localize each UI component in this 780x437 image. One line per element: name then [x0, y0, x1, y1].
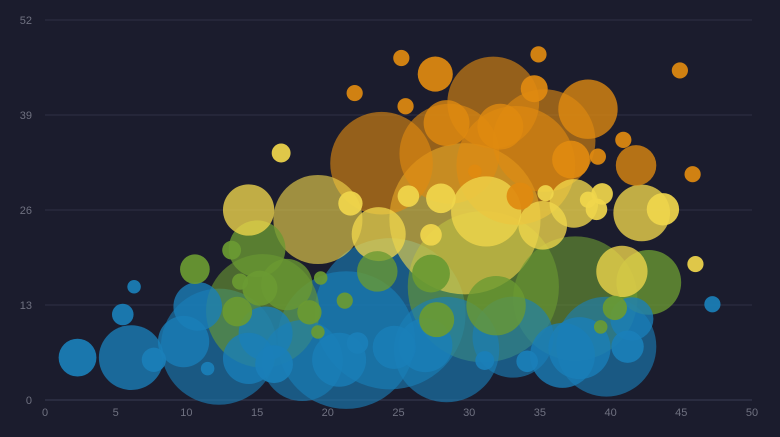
green-bubble[interactable] — [297, 300, 322, 325]
blue-bubble[interactable] — [127, 279, 141, 294]
orange-bubble[interactable] — [530, 46, 547, 63]
green-bubble[interactable] — [222, 240, 242, 260]
green-bubble[interactable] — [242, 270, 278, 306]
green-bubble[interactable] — [593, 320, 608, 334]
y-axis-tick-labels: 0 13 26 39 52 — [20, 15, 32, 407]
orange-bubble[interactable] — [506, 182, 534, 210]
x-tick-label: 15 — [251, 407, 263, 419]
yellow-bubble[interactable] — [420, 224, 442, 246]
x-tick-label: 0 — [42, 407, 48, 419]
orange-bubble[interactable] — [558, 79, 618, 139]
yellow-bubble[interactable] — [549, 179, 599, 228]
y-tick-label: 52 — [20, 15, 32, 27]
green-bubble[interactable] — [466, 276, 526, 336]
y-tick-label: 39 — [20, 110, 32, 122]
x-tick-label: 10 — [180, 407, 192, 419]
blue-bubble[interactable] — [611, 330, 644, 363]
green-bubble[interactable] — [336, 292, 353, 309]
y-tick-label: 0 — [26, 395, 32, 407]
blue-bubble[interactable] — [173, 282, 223, 331]
blue-bubble[interactable] — [516, 350, 538, 373]
orange-bubble[interactable] — [671, 62, 688, 79]
orange-bubble[interactable] — [417, 56, 453, 92]
orange-bubble[interactable] — [477, 103, 524, 150]
green-bubble[interactable] — [419, 302, 455, 338]
orange-bubble[interactable] — [393, 49, 410, 67]
blue-bubble[interactable] — [475, 351, 495, 370]
bubble-series — [58, 46, 721, 409]
blue-bubble[interactable] — [141, 347, 167, 372]
green-bubble[interactable] — [313, 271, 328, 285]
yellow-bubble[interactable] — [397, 185, 420, 207]
green-bubble[interactable] — [412, 254, 450, 293]
blue-bubble[interactable] — [58, 338, 97, 377]
blue-bubble[interactable] — [200, 361, 215, 376]
orange-bubble[interactable] — [589, 148, 606, 165]
green-bubble[interactable] — [311, 325, 325, 339]
orange-bubble[interactable] — [520, 75, 548, 103]
x-axis-tick-labels: 0 5 10 15 20 25 30 35 40 45 50 — [42, 407, 758, 419]
x-tick-label: 40 — [604, 407, 616, 419]
yellow-bubble[interactable] — [351, 207, 406, 262]
orange-bubble[interactable] — [684, 166, 701, 183]
x-tick-label: 20 — [322, 407, 334, 419]
yellow-bubble[interactable] — [451, 176, 522, 247]
yellow-bubble[interactable] — [596, 245, 648, 298]
green-bubble[interactable] — [222, 296, 253, 327]
orange-bubble[interactable] — [346, 84, 363, 102]
blue-bubble[interactable] — [372, 325, 416, 369]
yellow-bubble[interactable] — [687, 255, 704, 273]
yellow-bubble[interactable] — [271, 143, 291, 163]
yellow-bubble[interactable] — [338, 191, 363, 216]
blue-bubble[interactable] — [111, 303, 134, 326]
y-tick-label: 26 — [20, 205, 32, 217]
blue-bubble[interactable] — [346, 332, 369, 354]
yellow-bubble[interactable] — [426, 183, 456, 214]
blue-bubble[interactable] — [255, 345, 293, 384]
green-bubble[interactable] — [357, 251, 398, 292]
x-tick-label: 30 — [463, 407, 475, 419]
orange-bubble[interactable] — [615, 131, 632, 148]
x-tick-label: 50 — [746, 407, 758, 419]
green-bubble[interactable] — [180, 254, 210, 285]
yellow-bubble[interactable] — [537, 185, 554, 202]
green-bubble[interactable] — [232, 273, 249, 290]
orange-bubble[interactable] — [397, 98, 414, 115]
orange-bubble[interactable] — [615, 145, 657, 186]
blue-bubble[interactable] — [704, 296, 721, 313]
yellow-bubble[interactable] — [273, 174, 363, 265]
orange-bubble[interactable] — [423, 100, 470, 146]
yellow-bubble[interactable] — [646, 193, 680, 226]
x-tick-label: 45 — [675, 407, 687, 419]
x-tick-label: 35 — [534, 407, 546, 419]
x-tick-label: 5 — [113, 407, 119, 419]
orange-bubble[interactable] — [468, 164, 482, 179]
orange-bubble[interactable] — [552, 140, 590, 179]
y-tick-label: 13 — [20, 300, 32, 312]
green-bubble[interactable] — [602, 295, 627, 321]
blue-bubble[interactable] — [548, 317, 611, 380]
yellow-bubble[interactable] — [591, 183, 613, 205]
yellow-bubble[interactable] — [579, 191, 597, 208]
x-tick-label: 25 — [392, 407, 404, 419]
blue-bubble[interactable] — [98, 325, 164, 391]
yellow-bubble[interactable] — [222, 184, 275, 236]
